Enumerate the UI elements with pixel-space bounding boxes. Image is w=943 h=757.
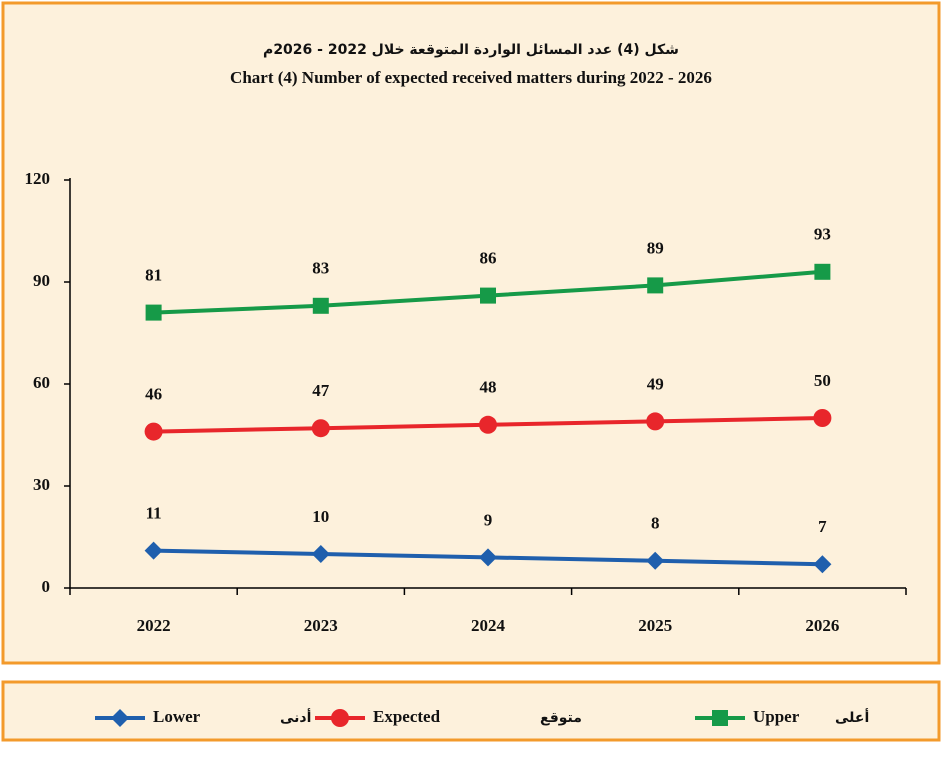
x-tick-label: 2026 (805, 616, 839, 635)
x-tick-label: 2022 (137, 616, 171, 635)
point (647, 277, 664, 294)
point (311, 419, 330, 438)
data-label: 11 (146, 504, 162, 523)
y-tick-label: 90 (33, 271, 50, 290)
data-label: 93 (814, 225, 831, 244)
legend-marker (111, 709, 129, 727)
point (813, 555, 832, 574)
point (646, 551, 665, 570)
data-label: 9 (484, 510, 493, 529)
legend-label-ar: متوقع (540, 710, 582, 726)
y-tick-label: 120 (25, 169, 51, 188)
point (312, 297, 329, 314)
y-tick-label: 30 (33, 475, 50, 494)
legend-marker (712, 710, 728, 726)
data-label: 89 (647, 238, 664, 257)
point (646, 412, 665, 431)
y-tick-label: 60 (33, 373, 50, 392)
data-label: 83 (312, 259, 329, 278)
data-label: 49 (647, 374, 664, 393)
point (144, 422, 163, 441)
legend-frame (1, 680, 941, 742)
data-label: 50 (814, 371, 831, 390)
x-tick-label: 2025 (638, 616, 672, 635)
point (813, 409, 832, 427)
point (480, 287, 496, 304)
legend-label-ar: أدنى (280, 708, 311, 726)
data-label: 47 (312, 381, 330, 400)
legend-label-ar: أعلى (835, 708, 869, 726)
data-label: 10 (312, 507, 329, 526)
point (145, 304, 162, 321)
legend-label: Lower (153, 707, 201, 726)
y-tick-label: 0 (42, 577, 51, 596)
point (479, 548, 497, 567)
data-label: 8 (651, 514, 660, 533)
data-label: 48 (480, 378, 497, 397)
chart-title: Chart (4) Number of expected received ma… (230, 68, 712, 87)
point (144, 541, 163, 560)
legend-label: Upper (753, 707, 800, 726)
legend-marker (331, 709, 349, 727)
legend-label: Expected (373, 707, 441, 726)
data-label: 86 (480, 249, 497, 268)
point (311, 545, 330, 563)
data-label: 46 (145, 385, 162, 404)
chart-title-ar: شكل (4) عدد المسائل الواردة المتوقعة خلا… (263, 42, 679, 58)
point (479, 415, 497, 434)
data-label: 81 (145, 266, 162, 285)
point (814, 263, 831, 280)
x-tick-label: 2023 (304, 616, 338, 635)
x-tick-label: 2024 (471, 616, 506, 635)
data-label: 7 (818, 517, 827, 536)
